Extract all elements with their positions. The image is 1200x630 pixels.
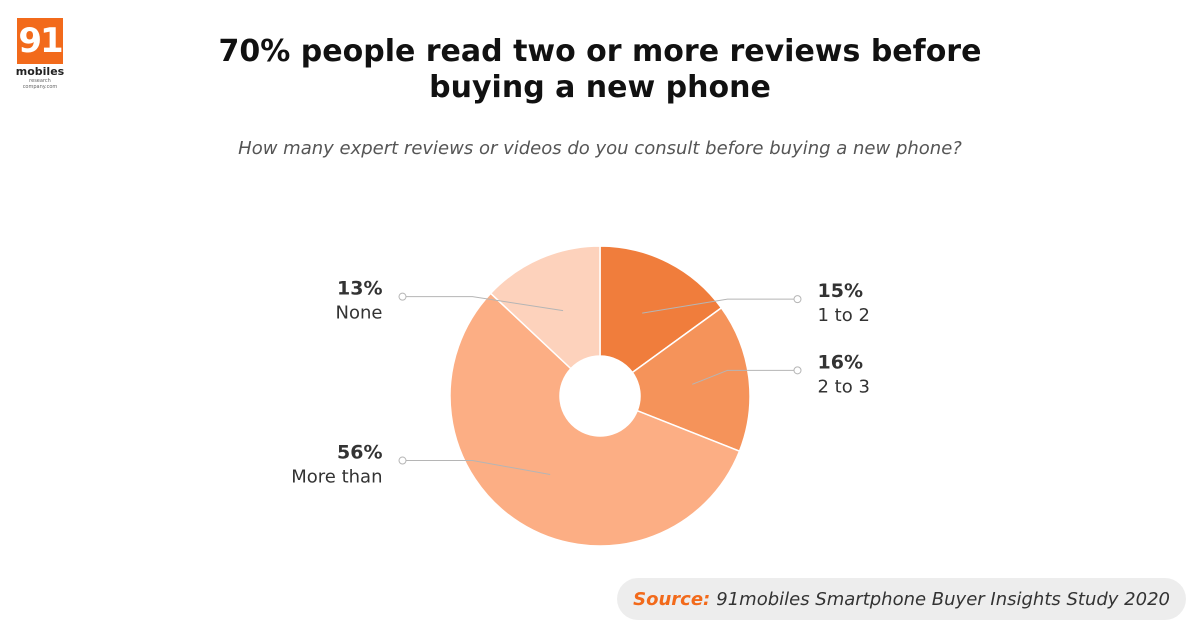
category-label-2-to-3: 2 to 3 [818, 376, 870, 397]
category-label-none: None [336, 303, 383, 324]
slice-more-than [449, 292, 741, 547]
slice-none [489, 245, 601, 370]
leader-dot-1-to-2 [793, 295, 802, 304]
leader-line-none [402, 296, 564, 312]
value-label-1-to-2: 15% [818, 280, 863, 302]
chart-title: 70% people read two or more reviews befo… [150, 34, 1050, 106]
value-label-2-to-3: 16% [818, 351, 863, 373]
category-label-1-to-2: 1 to 2 [818, 305, 870, 326]
slice-2-to-3 [631, 306, 751, 453]
leader-line-1-to-2 [642, 298, 798, 314]
brand-logo: 91 mobiles research company.com [12, 18, 68, 90]
leader-line-2-to-3 [692, 369, 798, 385]
value-label-more-than: 56% [337, 442, 382, 464]
logo-tagline: research company.com [22, 78, 58, 90]
category-label-more-than: More than [291, 467, 382, 488]
leader-dot-none [398, 292, 407, 301]
logo-number: 91 [17, 18, 64, 64]
chart-subtitle: How many expert reviews or videos do you… [238, 138, 962, 159]
source-text: 91mobiles Smartphone Buyer Insights Stud… [716, 588, 1170, 610]
leader-dot-more-than [398, 456, 407, 465]
source-pill: Source: 91mobiles Smartphone Buyer Insig… [617, 578, 1186, 620]
logo-word: mobiles [15, 65, 65, 78]
leader-line-more-than [402, 460, 551, 476]
slice-1-to-2 [599, 245, 723, 374]
title-line-2: buying a new phone [429, 70, 771, 105]
leader-dot-2-to-3 [793, 366, 802, 375]
title-line-1: 70% people read two or more reviews befo… [218, 34, 982, 69]
source-label: Source: [633, 588, 711, 610]
value-label-none: 13% [337, 278, 382, 300]
